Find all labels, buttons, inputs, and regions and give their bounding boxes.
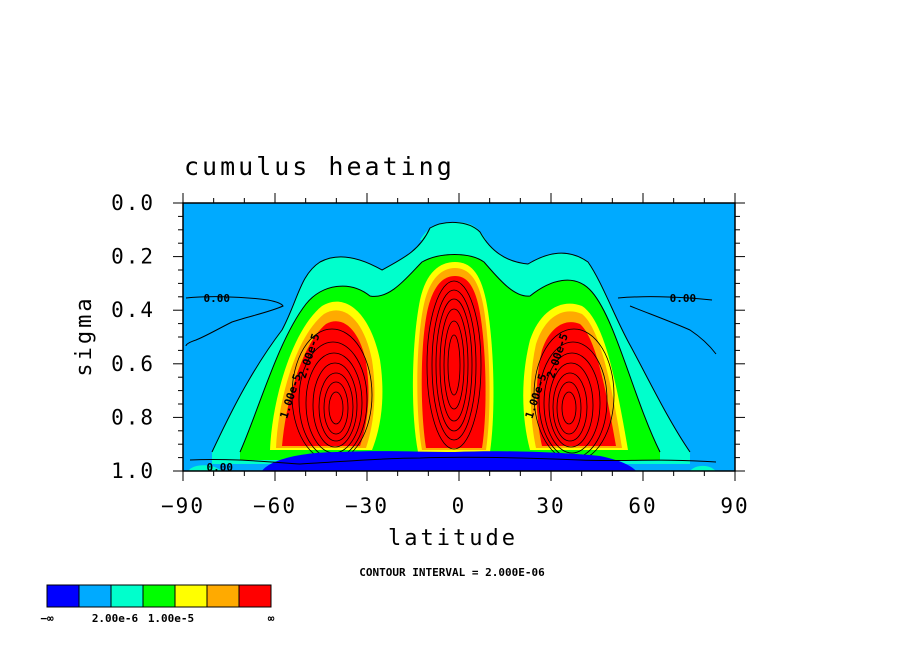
contour-label: 0.00 [203,292,230,305]
colorbar-label: −∞ [40,612,54,625]
colorbar-swatch [238,584,272,608]
x-axis-label: latitude [388,526,518,551]
contour-lines [185,222,717,465]
contour-fill [183,203,735,471]
x-tick-label: 30 [536,494,565,518]
y-tick-label: 0.2 [111,245,155,269]
y-axis-label: sigma [72,295,97,376]
colorbar-label: 1.00e-5 [148,612,194,625]
x-tick-label: 0 [452,494,467,518]
colorbar-labels: −∞ 2.00e-6 1.00e-5 ∞ [40,612,274,625]
y-tick-label: 1.0 [111,459,155,483]
x-tick-label: 90 [720,494,749,518]
colorbar-swatch [110,584,144,608]
teal-edge-north [690,465,716,471]
colorbar-swatch [174,584,208,608]
contour-interval-note: CONTOUR INTERVAL = 2.000E-06 [359,566,545,579]
chart-title: cumulus heating [184,152,455,181]
contour-label: 0.00 [207,461,234,474]
colorbar-swatch [142,584,176,608]
x-tick-label: −60 [253,494,297,518]
x-tick-labels: −90 −60 −30 0 30 60 90 [161,494,749,518]
y-tick-label: 0.6 [111,352,155,376]
y-tick-labels: 0.0 0.2 0.4 0.6 0.8 1.0 [111,191,155,483]
colorbar-label: 2.00e-6 [92,612,139,625]
y-tick-label: 0.0 [111,191,155,215]
red-level-north [536,322,616,446]
colorbar-swatch [78,584,112,608]
x-tick-label: −90 [161,494,205,518]
y-tick-label: 0.8 [111,405,155,429]
teal-edge-south [188,465,222,471]
red-level-south [282,321,369,446]
colorbar-label: ∞ [268,612,275,625]
x-tick-label: 60 [628,494,657,518]
red-level-equator [421,276,486,448]
colorbar-swatch [206,584,240,608]
colorbar-swatch [46,584,80,608]
axis-ticks [173,193,745,481]
y-tick-label: 0.4 [111,298,155,322]
colorbar [46,584,272,608]
negative-band-blue [262,451,636,471]
x-tick-label: −30 [345,494,389,518]
teal-dome-top [420,222,486,240]
contour-label: 0.00 [670,292,697,305]
